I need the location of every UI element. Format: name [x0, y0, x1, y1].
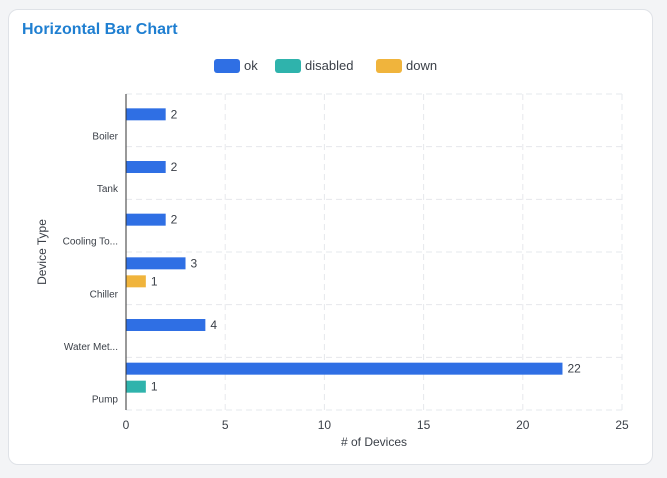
data-label: 4 — [210, 318, 217, 332]
data-label: 2 — [171, 160, 178, 174]
data-label: 22 — [567, 362, 581, 376]
x-tick-label: 5 — [222, 418, 229, 432]
legend-swatch-down — [376, 59, 402, 73]
bar-ok — [126, 108, 166, 121]
data-label: 2 — [171, 213, 178, 227]
bar-ok — [126, 213, 166, 226]
bar-ok — [126, 257, 186, 270]
category-label: Chiller — [90, 289, 119, 300]
legend: ok disabled down — [214, 58, 437, 73]
category-label: Boiler — [92, 131, 118, 142]
legend-swatch-disabled — [275, 59, 301, 73]
x-tick-label: 15 — [417, 418, 431, 432]
category-label: Water Met... — [64, 342, 118, 353]
legend-label-ok: ok — [244, 58, 258, 73]
category-label: Pump — [92, 395, 119, 406]
axes: Boiler Tank Cooling To... Chiller Water Met.… — [35, 94, 629, 449]
legend-swatch-ok — [214, 59, 240, 73]
x-tick-label: 10 — [318, 418, 332, 432]
category-label: Cooling To... — [63, 237, 118, 248]
bar-ok — [126, 161, 166, 173]
x-axis-title: # of Devices — [341, 435, 407, 449]
data-label: 2 — [171, 107, 178, 121]
chart-card: Horizontal Bar Chart — [8, 9, 653, 465]
data-label: 1 — [151, 274, 158, 288]
chart-title: Horizontal Bar Chart — [22, 21, 178, 38]
bar-ok — [126, 362, 563, 375]
grid — [125, 93, 623, 411]
bar-down — [126, 275, 146, 288]
bar-disabled — [126, 380, 146, 393]
legend-label-disabled: disabled — [305, 58, 353, 73]
legend-label-down: down — [406, 58, 437, 73]
data-label: 1 — [151, 380, 158, 394]
category-label: Tank — [97, 184, 119, 195]
data-label: 3 — [191, 256, 198, 270]
x-tick-label: 0 — [123, 418, 130, 432]
bar-ok — [126, 319, 206, 331]
y-axis-title: Device Type — [35, 219, 49, 285]
x-tick-label: 20 — [516, 418, 530, 432]
x-tick-label: 25 — [615, 418, 629, 432]
